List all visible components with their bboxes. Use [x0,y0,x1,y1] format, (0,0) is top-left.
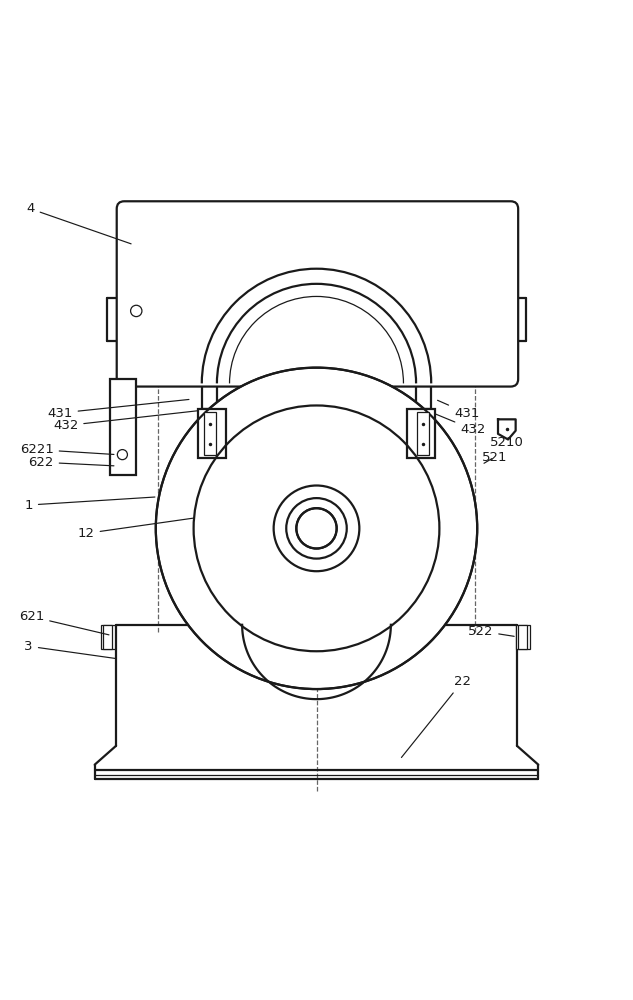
Polygon shape [498,419,516,439]
Text: 6221: 6221 [20,443,114,456]
Text: 621: 621 [19,610,109,635]
Text: 3: 3 [25,640,115,658]
Text: 1: 1 [25,497,155,512]
Text: 521: 521 [482,451,507,464]
Bar [110,379,136,475]
Bar [518,625,527,649]
Circle shape [156,368,477,689]
Text: 622: 622 [28,456,114,469]
Bar [517,625,530,649]
Text: 22: 22 [401,675,471,757]
Bar [204,412,216,455]
Bar [101,625,115,649]
Text: 432: 432 [436,414,486,436]
Text: 432: 432 [53,411,197,432]
Circle shape [296,508,337,549]
Text: 5210: 5210 [490,429,523,449]
Text: 431: 431 [437,400,479,420]
Text: 4: 4 [27,202,131,244]
Text: 12: 12 [78,518,194,540]
Bar [103,625,111,649]
FancyBboxPatch shape [116,201,518,387]
Text: 522: 522 [468,625,514,638]
Bar [417,412,429,455]
Bar [198,409,226,458]
Text: 431: 431 [47,399,189,420]
Bar [407,409,435,458]
